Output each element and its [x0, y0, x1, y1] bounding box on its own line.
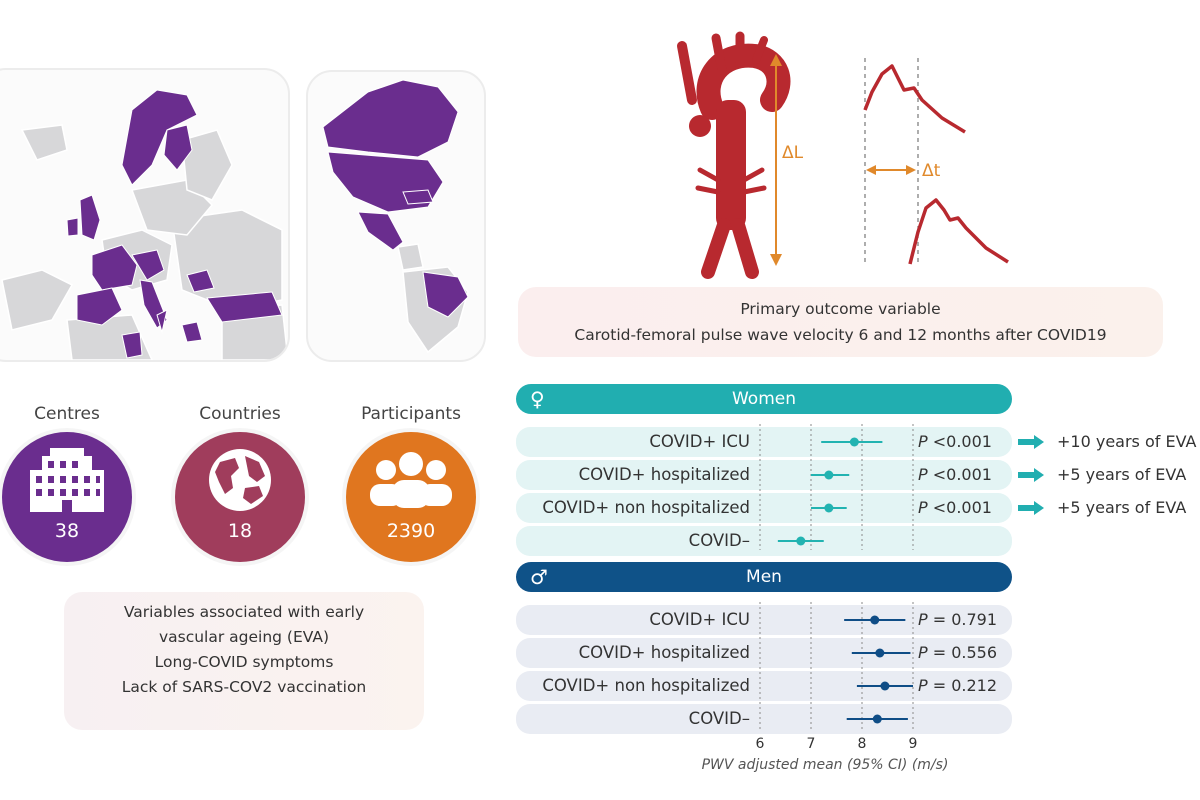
- p-label: P: [918, 432, 928, 451]
- p-label: P: [918, 465, 928, 484]
- eva-text: +5 years of EVA: [1057, 498, 1187, 517]
- variables-line-3: Long-COVID symptoms: [154, 653, 334, 671]
- row-band: [516, 493, 1012, 523]
- stat-label-centres: Centres: [34, 404, 100, 424]
- row-label: COVID–: [688, 709, 750, 728]
- pulse-wave-carotid: [863, 64, 966, 134]
- row-band: [516, 704, 1012, 734]
- outcome-line-2: Carotid-femoral pulse wave velocity 6 an…: [574, 326, 1107, 344]
- p-label: P: [918, 676, 928, 695]
- row-label: COVID+ non hospitalized: [542, 498, 750, 517]
- building-icon: [30, 448, 104, 512]
- row-band: [516, 427, 1012, 457]
- pwv-diagram: ΔL Δt: [677, 31, 1009, 279]
- eva-arrow-icon: [1018, 501, 1044, 515]
- participants-value: 2390: [386, 520, 436, 542]
- p-number: = 0.791: [927, 610, 998, 629]
- outcome-line-1: Primary outcome variable: [740, 300, 941, 318]
- eva-text: +10 years of EVA: [1057, 432, 1197, 451]
- eva-variables-box: Variables associated with early vascular…: [64, 592, 424, 730]
- p-value: P = 0.212: [918, 671, 997, 701]
- countries-value: 18: [227, 520, 253, 542]
- participants-circle: 2390: [346, 432, 476, 562]
- female-symbol-icon: ♀: [530, 387, 545, 411]
- p-number: <0.001: [927, 432, 992, 451]
- mean-point: [824, 470, 834, 480]
- centres-circle: 38: [2, 432, 132, 562]
- group-header-women: ♀ Women: [516, 384, 1012, 414]
- stat-label-countries: Countries: [199, 404, 281, 424]
- pulse-wave-femoral: [908, 198, 1009, 265]
- p-label: P: [918, 498, 928, 517]
- row-label: COVID–: [688, 531, 750, 550]
- globe-icon: [209, 449, 271, 511]
- row-band: [516, 671, 1012, 701]
- row-label: COVID+ hospitalized: [578, 465, 750, 484]
- x-tick-label: 6: [755, 736, 765, 752]
- row-band: [516, 638, 1012, 668]
- mean-point: [880, 681, 890, 691]
- row-band: [516, 605, 1012, 635]
- p-label: P: [918, 643, 928, 662]
- p-number: = 0.212: [927, 676, 998, 695]
- variables-line-2: vascular ageing (EVA): [158, 628, 330, 646]
- p-label: P: [918, 610, 928, 629]
- p-value: P = 0.556: [918, 638, 997, 668]
- centres-value: 38: [54, 520, 80, 542]
- eva-arrow-icon: [1018, 435, 1044, 449]
- americas-map-card: [306, 70, 486, 362]
- eva-text: +5 years of EVA: [1057, 465, 1187, 484]
- delta-t-arrow: [866, 165, 916, 175]
- x-axis-title: PWV adjusted mean (95% CI) (m/s): [701, 757, 949, 773]
- p-value: P <0.001: [918, 427, 992, 457]
- male-symbol-icon: ♂: [530, 565, 548, 589]
- delta-t-label: Δt: [922, 161, 941, 181]
- americas-map: [322, 79, 469, 354]
- people-icon: [370, 452, 452, 508]
- europe-map-card: [0, 68, 290, 362]
- x-tick-label: 7: [806, 736, 816, 752]
- europe-map: [1, 89, 288, 360]
- delta-l-arrow: [770, 54, 782, 266]
- p-number: = 0.556: [927, 643, 998, 662]
- group-name: Men: [746, 567, 782, 587]
- row-band: [516, 526, 1012, 556]
- mean-point: [824, 503, 834, 513]
- row-label: COVID+ hospitalized: [578, 643, 750, 662]
- p-value: P <0.001: [918, 460, 992, 490]
- mean-point: [849, 437, 859, 447]
- eva-arrow-icon: [1018, 468, 1044, 482]
- mean-point: [796, 536, 806, 546]
- mean-point: [870, 615, 880, 625]
- row-label: COVID+ non hospitalized: [542, 676, 750, 695]
- row-band: [516, 460, 1012, 490]
- p-number: <0.001: [927, 465, 992, 484]
- mean-point: [872, 714, 882, 724]
- x-tick-label: 9: [908, 736, 918, 752]
- row-label: COVID+ ICU: [649, 610, 750, 629]
- variables-line-1: Variables associated with early: [123, 603, 365, 621]
- variables-line-4: Lack of SARS-COV2 vaccination: [121, 678, 367, 696]
- row-label: COVID+ ICU: [649, 432, 750, 451]
- group-name: Women: [731, 389, 796, 409]
- group-header-men: ♂ Men: [516, 562, 1012, 592]
- aorta-icon: [677, 31, 791, 279]
- p-value: P = 0.791: [918, 605, 997, 635]
- countries-circle: 18: [175, 432, 305, 562]
- delta-l-label: ΔL: [782, 143, 804, 163]
- stat-label-participants: Participants: [361, 404, 461, 424]
- p-number: <0.001: [927, 498, 992, 517]
- primary-outcome-box: Primary outcome variable Carotid-femoral…: [518, 287, 1163, 357]
- mean-point: [875, 648, 885, 658]
- p-value: P <0.001: [918, 493, 992, 523]
- x-tick-label: 8: [857, 736, 867, 752]
